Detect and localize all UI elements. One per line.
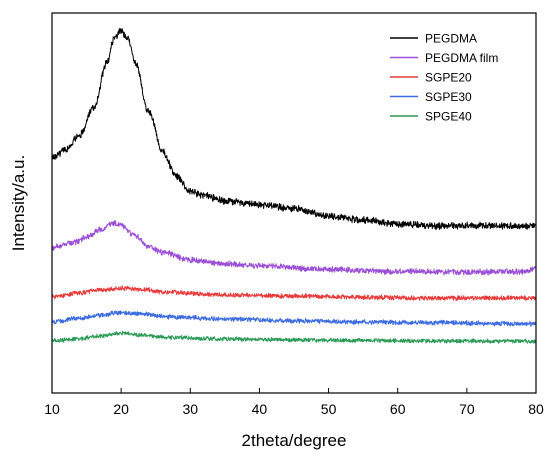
plot-series-group (51, 27, 537, 344)
x-tick-label: 30 (182, 401, 198, 417)
x-tick-label: 20 (113, 401, 129, 417)
plot-frame (51, 12, 537, 394)
x-tick-label: 50 (321, 401, 337, 417)
x-axis-title: 2theta/degree (242, 431, 347, 450)
series-line-spge40 (51, 330, 537, 344)
legend-label: SPGE40 (425, 110, 472, 124)
series-line-sgpe20 (51, 285, 537, 301)
series-line-pegdma (51, 27, 537, 231)
series-line-sgpe30 (51, 310, 537, 327)
x-tick-label: 40 (252, 401, 268, 417)
x-tick-label: 70 (459, 401, 475, 417)
legend-label: PEGDMA film (425, 51, 498, 65)
legend-label: PEGDMA (425, 32, 477, 46)
series-line-pegdma-film (51, 219, 537, 276)
legend-label: SGPE30 (425, 90, 472, 104)
x-tick-label: 80 (528, 401, 544, 417)
x-tick-label: 60 (390, 401, 406, 417)
x-axis-ticks: 10 20 30 40 50 60 70 80 (44, 388, 544, 417)
legend-label: SGPE20 (425, 71, 472, 85)
y-axis-title: Intensity/a.u. (9, 155, 28, 251)
legend: PEGDMA PEGDMA film SGPE20 SGPE30 SPGE40 (390, 32, 498, 124)
x-tick-label: 10 (44, 401, 60, 417)
